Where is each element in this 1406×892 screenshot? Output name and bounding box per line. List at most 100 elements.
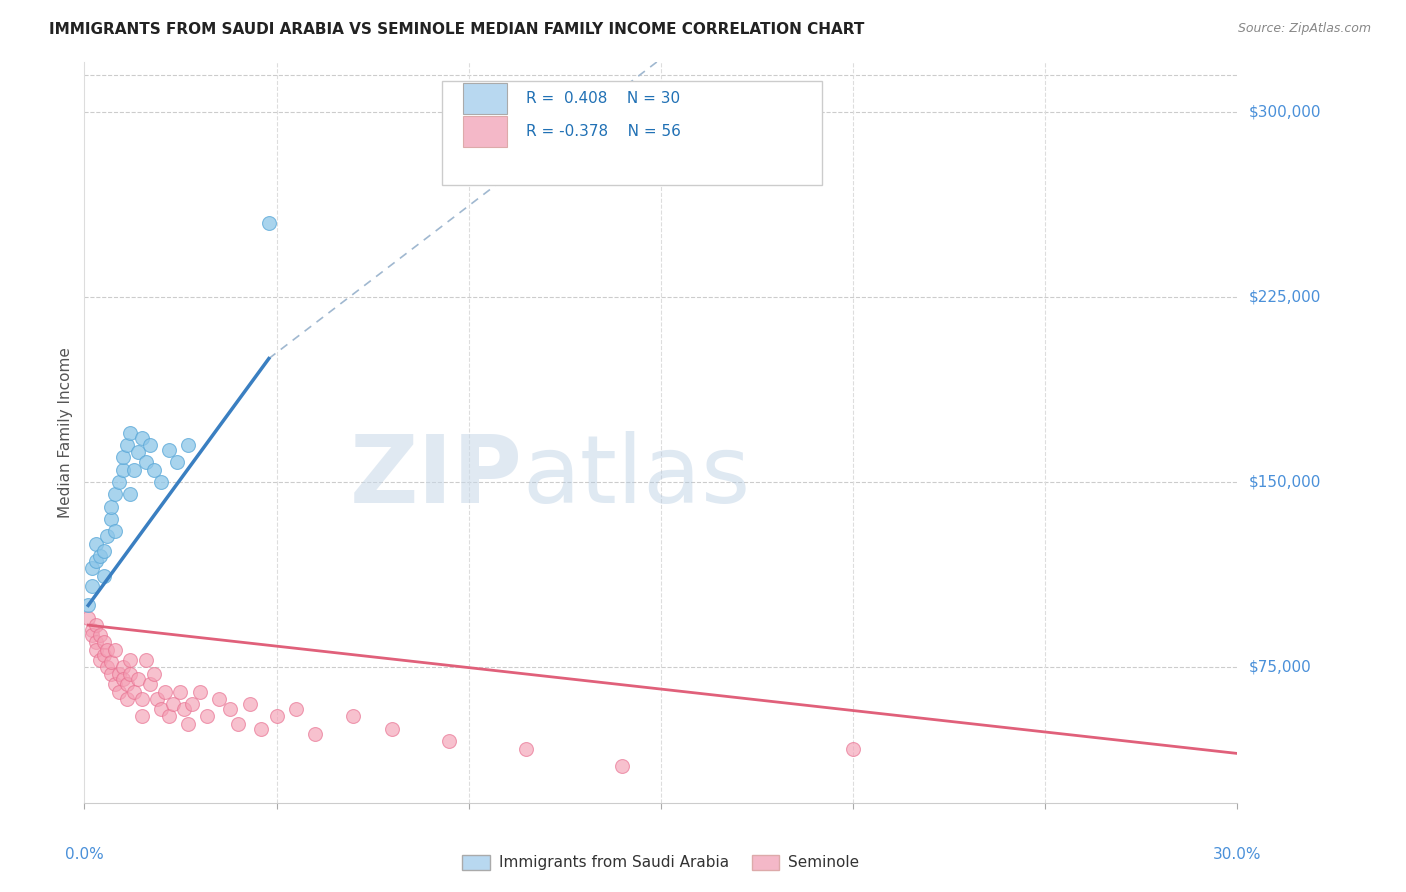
Text: R = -0.378    N = 56: R = -0.378 N = 56 xyxy=(526,124,681,139)
Point xyxy=(124,685,146,699)
Point xyxy=(93,648,115,662)
Point xyxy=(115,438,138,452)
Point xyxy=(195,709,218,723)
Point xyxy=(115,692,138,706)
Point xyxy=(108,667,131,681)
Point xyxy=(77,610,100,624)
Point xyxy=(208,692,231,706)
FancyBboxPatch shape xyxy=(463,116,508,147)
Point xyxy=(115,677,138,691)
Point xyxy=(181,697,204,711)
Text: atlas: atlas xyxy=(523,431,751,523)
Point xyxy=(142,462,165,476)
Point xyxy=(80,579,103,593)
Point xyxy=(104,677,127,691)
Point xyxy=(111,673,134,687)
Y-axis label: Median Family Income: Median Family Income xyxy=(58,347,73,518)
Point xyxy=(177,438,200,452)
Point xyxy=(257,216,280,230)
Point xyxy=(80,623,103,637)
Point xyxy=(100,667,122,681)
Point xyxy=(284,702,307,716)
Text: 30.0%: 30.0% xyxy=(1213,847,1261,863)
Point xyxy=(96,642,118,657)
FancyBboxPatch shape xyxy=(441,81,823,185)
Point xyxy=(157,709,180,723)
Point xyxy=(142,667,165,681)
Point xyxy=(93,544,115,558)
Point xyxy=(135,455,157,469)
Point xyxy=(131,431,153,445)
Point xyxy=(124,462,146,476)
Point xyxy=(177,716,200,731)
Point xyxy=(100,500,122,514)
Text: $150,000: $150,000 xyxy=(1249,475,1322,490)
Point xyxy=(127,445,149,459)
Point xyxy=(150,702,173,716)
Point xyxy=(111,462,134,476)
Point xyxy=(188,685,211,699)
Point xyxy=(108,475,131,489)
Point xyxy=(77,599,100,613)
Text: Source: ZipAtlas.com: Source: ZipAtlas.com xyxy=(1237,22,1371,36)
Point xyxy=(120,653,142,667)
Point xyxy=(381,722,404,736)
Point xyxy=(93,568,115,582)
Point xyxy=(84,554,107,568)
Legend: Immigrants from Saudi Arabia, Seminole: Immigrants from Saudi Arabia, Seminole xyxy=(456,848,866,877)
Point xyxy=(266,709,288,723)
Point xyxy=(239,697,262,711)
Point xyxy=(162,697,184,711)
Point xyxy=(146,692,169,706)
Text: $300,000: $300,000 xyxy=(1249,104,1322,120)
Point xyxy=(153,685,176,699)
Text: $225,000: $225,000 xyxy=(1249,289,1322,304)
Point xyxy=(138,438,160,452)
Text: $75,000: $75,000 xyxy=(1249,659,1312,674)
Point xyxy=(169,685,191,699)
Point xyxy=(138,677,160,691)
Text: ZIP: ZIP xyxy=(350,431,523,523)
Point xyxy=(84,618,107,632)
Point xyxy=(120,425,142,440)
Point xyxy=(304,727,326,741)
Point xyxy=(250,722,273,736)
Point xyxy=(111,450,134,465)
Text: IMMIGRANTS FROM SAUDI ARABIA VS SEMINOLE MEDIAN FAMILY INCOME CORRELATION CHART: IMMIGRANTS FROM SAUDI ARABIA VS SEMINOLE… xyxy=(49,22,865,37)
Point xyxy=(100,655,122,669)
Point xyxy=(439,734,461,748)
Point xyxy=(104,524,127,539)
Point xyxy=(96,529,118,543)
Point xyxy=(150,475,173,489)
Point xyxy=(84,642,107,657)
Point xyxy=(157,442,180,457)
Point xyxy=(120,667,142,681)
Point xyxy=(89,628,111,642)
FancyBboxPatch shape xyxy=(463,83,508,114)
Point xyxy=(100,512,122,526)
Point xyxy=(96,660,118,674)
Point xyxy=(93,635,115,649)
Point xyxy=(135,653,157,667)
Text: 0.0%: 0.0% xyxy=(65,847,104,863)
Point xyxy=(842,741,865,756)
Point xyxy=(166,455,188,469)
Point xyxy=(84,536,107,550)
Point xyxy=(173,702,195,716)
Point xyxy=(219,702,242,716)
Point xyxy=(89,653,111,667)
Point xyxy=(342,709,364,723)
Point xyxy=(515,741,537,756)
Point xyxy=(104,642,127,657)
Point xyxy=(131,709,153,723)
Point xyxy=(84,635,107,649)
Point xyxy=(131,692,153,706)
Point xyxy=(108,685,131,699)
Point xyxy=(80,561,103,575)
Point xyxy=(104,487,127,501)
Point xyxy=(80,628,103,642)
Text: R =  0.408    N = 30: R = 0.408 N = 30 xyxy=(526,91,681,106)
Point xyxy=(89,549,111,563)
Point xyxy=(120,487,142,501)
Point xyxy=(111,660,134,674)
